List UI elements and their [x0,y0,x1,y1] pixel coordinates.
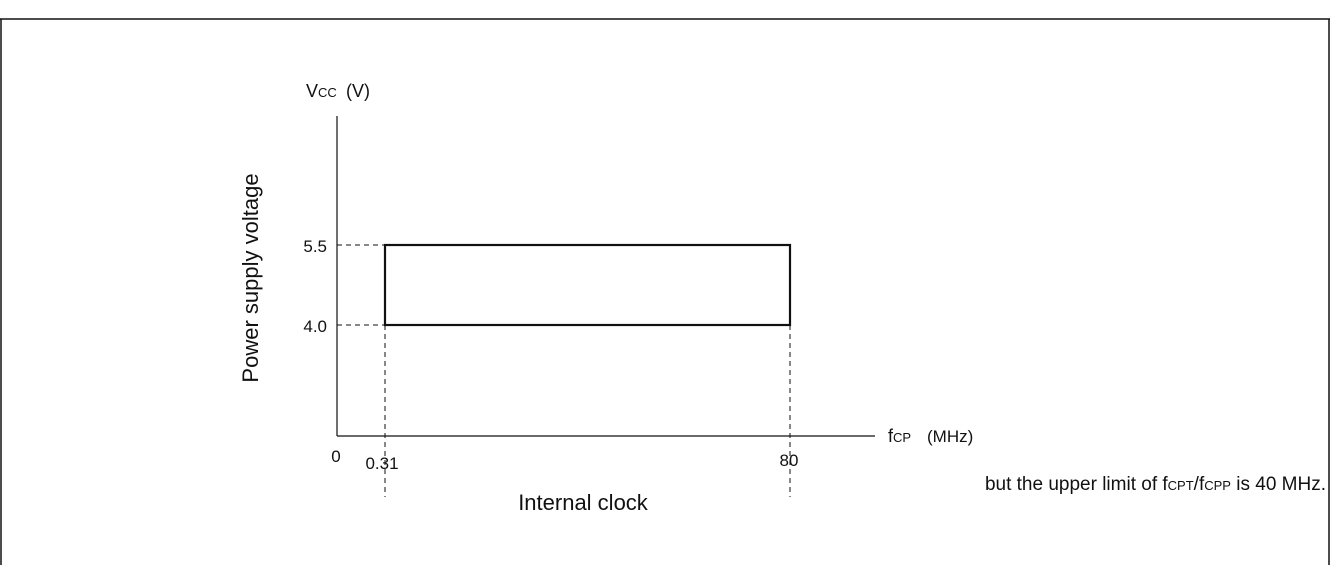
x-origin-label: 0 [331,447,340,466]
y-tick-4-0: 4.0 [303,317,327,336]
operating-region-rect [383,243,792,327]
x-tick-0-31: 0.31 [365,454,398,473]
y-tick-5-5: 5.5 [303,237,327,256]
x-axis-symbol-sub: CP [893,430,911,445]
y-axis-symbol-main: V [306,81,318,101]
x-axis-symbol: fCP [888,426,911,446]
y-axis-unit: (V) [346,81,370,101]
frequency-limit-note: but the upper limit of fCPT/fCPP is 40 M… [985,474,1326,495]
note-prefix: but the upper limit of f [985,474,1168,495]
note-slash: /f [1194,474,1205,495]
x-axis-unit: (MHz) [927,427,973,446]
x-axis-symbol-main: f [888,426,894,446]
note-sub1: CPT [1168,478,1194,493]
y-axis-label: Power supply voltage [238,173,263,382]
y-axis-symbol-sub: CC [318,85,337,100]
note-suffix: is 40 MHz. [1231,474,1326,495]
x-tick-80: 80 [780,451,799,470]
x-axis-label: Internal clock [518,490,649,515]
note-sub2: CPP [1204,478,1231,493]
y-axis-symbol: VCC [306,81,337,101]
